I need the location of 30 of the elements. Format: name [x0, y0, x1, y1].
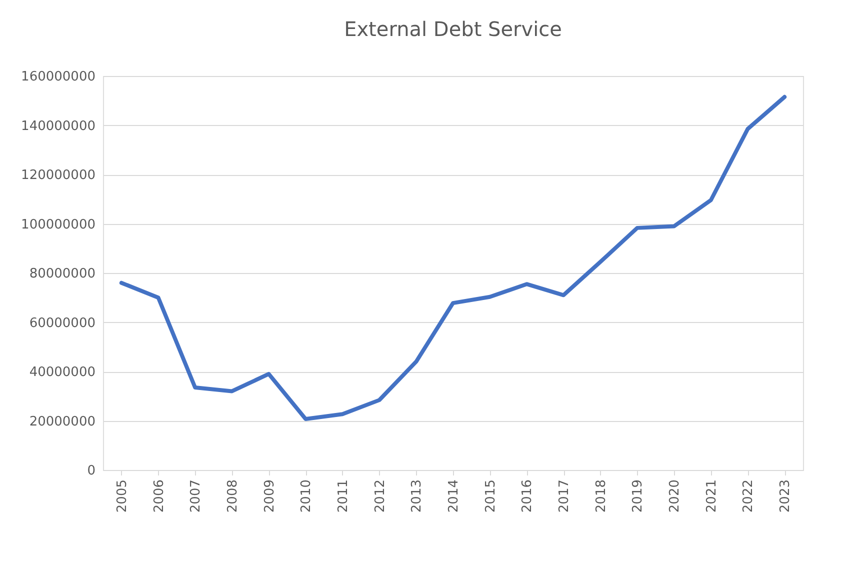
- y-tick-label: 20000000: [29, 414, 96, 430]
- x-tick-label: 2019: [630, 480, 646, 513]
- y-tick-label: 160000000: [21, 70, 96, 84]
- x-tick-label: 2016: [520, 480, 536, 513]
- x-tick-label: 2021: [704, 480, 720, 513]
- y-tick-label: 140000000: [21, 118, 96, 134]
- x-tick-label: 2012: [372, 480, 388, 513]
- y-tick-label: 40000000: [29, 365, 96, 380]
- y-tick-label: 0: [87, 464, 96, 478]
- x-tick-label: 2007: [188, 480, 204, 513]
- x-tick-label: 2014: [446, 480, 462, 513]
- x-tick-label: 2006: [152, 480, 167, 513]
- x-tick-label: 2005: [114, 480, 130, 513]
- x-tick-label: 2015: [483, 480, 498, 513]
- x-tick-label: 2022: [741, 480, 756, 513]
- line-series: [119, 94, 787, 422]
- chart-title: External Debt Service: [344, 17, 562, 41]
- y-tick-label: 80000000: [29, 266, 96, 282]
- x-tick-label: 2011: [336, 480, 351, 513]
- x-tick-label: 2009: [262, 480, 278, 513]
- x-tick-label: 2010: [299, 480, 314, 513]
- x-tick-label: 2023: [778, 480, 794, 513]
- y-tick-label: 120000000: [21, 168, 96, 183]
- x-tick-label: 2017: [557, 480, 572, 513]
- x-tick-label: 2020: [668, 480, 683, 513]
- y-tick-label: 60000000: [29, 316, 96, 331]
- y-tick-label: 100000000: [21, 217, 96, 232]
- x-tick-label: 2008: [225, 480, 240, 513]
- x-tick-label: 2018: [594, 480, 609, 513]
- x-tick-label: 2013: [410, 480, 425, 513]
